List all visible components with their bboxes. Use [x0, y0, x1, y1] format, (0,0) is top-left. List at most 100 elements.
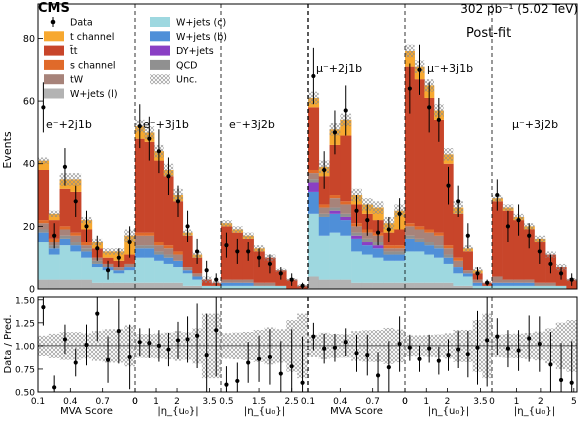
stack-bar-wb: [308, 191, 320, 214]
ratio-uncertainty-band: [91, 331, 103, 361]
x-axis-label: |η_{u₀}|: [514, 406, 555, 417]
stack-bar-tch: [48, 213, 60, 221]
data-point: [204, 268, 209, 273]
y-tick-label: 20: [23, 222, 35, 233]
ratio-point: [185, 337, 190, 342]
stack-bar-qcd: [318, 213, 330, 217]
data-point: [105, 268, 111, 273]
data-point: [127, 239, 132, 245]
stack-bar-tw: [135, 235, 145, 246]
x-tick-label: 0.7: [366, 397, 380, 407]
stack-bar-wb: [424, 245, 435, 255]
data-point: [343, 108, 348, 113]
stack-bar-wb: [154, 254, 164, 261]
legend-label: Unc.: [176, 75, 197, 86]
data-point: [224, 243, 229, 248]
experiment-label: CMS: [38, 1, 70, 16]
legend-label: W+jets (l): [70, 89, 118, 100]
stack-bar-wc: [221, 285, 233, 289]
stack-bar-wb: [405, 238, 415, 252]
data-point: [185, 224, 190, 229]
data-point: [116, 255, 121, 260]
x-tick-label: 5: [571, 397, 577, 407]
stack-bar-wc: [124, 270, 136, 283]
ratio-point: [548, 362, 553, 367]
uncertainty-band: [231, 226, 243, 233]
stack-bar-wb: [443, 257, 454, 264]
stack-bar-wb: [81, 251, 93, 258]
ratio-point: [485, 338, 490, 343]
x-tick-label: 1.5: [252, 397, 266, 407]
stack-bar-wc: [502, 285, 514, 289]
legend-label: Data: [70, 18, 93, 29]
uncertainty-band: [48, 210, 60, 217]
ratio-point: [446, 353, 451, 358]
stack-bar-sch: [434, 232, 444, 236]
data-point: [527, 233, 532, 238]
data-point: [300, 283, 305, 288]
stack-bar-wc: [405, 251, 415, 283]
x-tick-label: 2.5: [285, 397, 299, 407]
stack-bar-tt: [192, 257, 203, 274]
x-tick-label: 2: [445, 397, 451, 407]
ratio-point: [137, 340, 142, 345]
stack-bar-tw: [492, 276, 503, 283]
ratio-uncertainty-band: [38, 335, 49, 356]
stack-bar-wb: [361, 245, 373, 255]
stack-bar-tw: [513, 279, 525, 283]
ratio-uncertainty-band: [231, 332, 243, 360]
data-point: [235, 249, 240, 254]
stack-bar-sch: [414, 226, 425, 230]
stack-bar-wc: [91, 267, 103, 283]
stack-bar-tw: [534, 282, 546, 286]
stacked-bars-layer: [38, 50, 578, 289]
ratio-point: [156, 343, 161, 348]
stack-bar-tch: [405, 50, 415, 67]
stack-bar-wc: [231, 285, 244, 289]
stack-bar-wc: [59, 245, 71, 280]
stack-bar-wb: [70, 245, 82, 252]
stack-bar-wl: [102, 282, 114, 289]
data-point: [485, 280, 490, 285]
stack-bar-wc: [70, 251, 82, 280]
region-label: μ⁻+2j1b: [316, 62, 362, 75]
stack-bar-wl: [70, 279, 82, 289]
stack-bar-tt: [502, 210, 514, 280]
legend-entry-wc: W+jets (c): [150, 17, 226, 29]
uncertainty-band: [372, 201, 384, 214]
stack-bar-wc: [414, 251, 425, 283]
stack-bar-sch: [38, 220, 50, 224]
x-tick-label: 0.4: [333, 397, 348, 407]
data-point: [332, 130, 338, 135]
legend-entry-sch: s channel: [44, 59, 116, 71]
region-label: e⁻+2j1b: [46, 118, 92, 131]
stack-bar-tw: [192, 273, 203, 277]
ratio-y-axis-label: Data / Pred.: [3, 314, 14, 373]
stack-bar-wl: [405, 282, 415, 289]
ratio-uncertainty-band: [70, 332, 82, 360]
ratio-point: [127, 354, 132, 360]
legend-data-marker: [50, 19, 56, 25]
stack-bar-sch: [453, 257, 464, 261]
stack-bar-tt: [443, 163, 454, 246]
stack-bar-tw: [329, 198, 341, 208]
stack-bar-dy: [351, 235, 363, 239]
x-tick-label: 0: [489, 397, 495, 407]
stack-bar-wb: [502, 282, 514, 286]
legend: Data W+jets (c) t channel W+jets (b) t̄t DY+j…: [44, 17, 227, 100]
stack-bar-wc: [555, 285, 567, 289]
stack-bar-tw: [253, 282, 265, 286]
stack-bar-wl: [113, 282, 125, 289]
stack-bar-sch: [173, 251, 184, 255]
stack-bar-wb: [144, 248, 155, 258]
ratio-point: [407, 345, 412, 350]
ratio-point: [427, 346, 432, 351]
stack-bar-wb: [453, 267, 464, 274]
ratio-point: [354, 351, 359, 356]
stack-bar-tt: [163, 176, 174, 246]
uncertainty-band: [38, 157, 49, 164]
legend-label: t channel: [70, 32, 114, 43]
region-label: e⁻+3j2b: [229, 118, 275, 131]
stack-bar-wl: [135, 282, 145, 289]
